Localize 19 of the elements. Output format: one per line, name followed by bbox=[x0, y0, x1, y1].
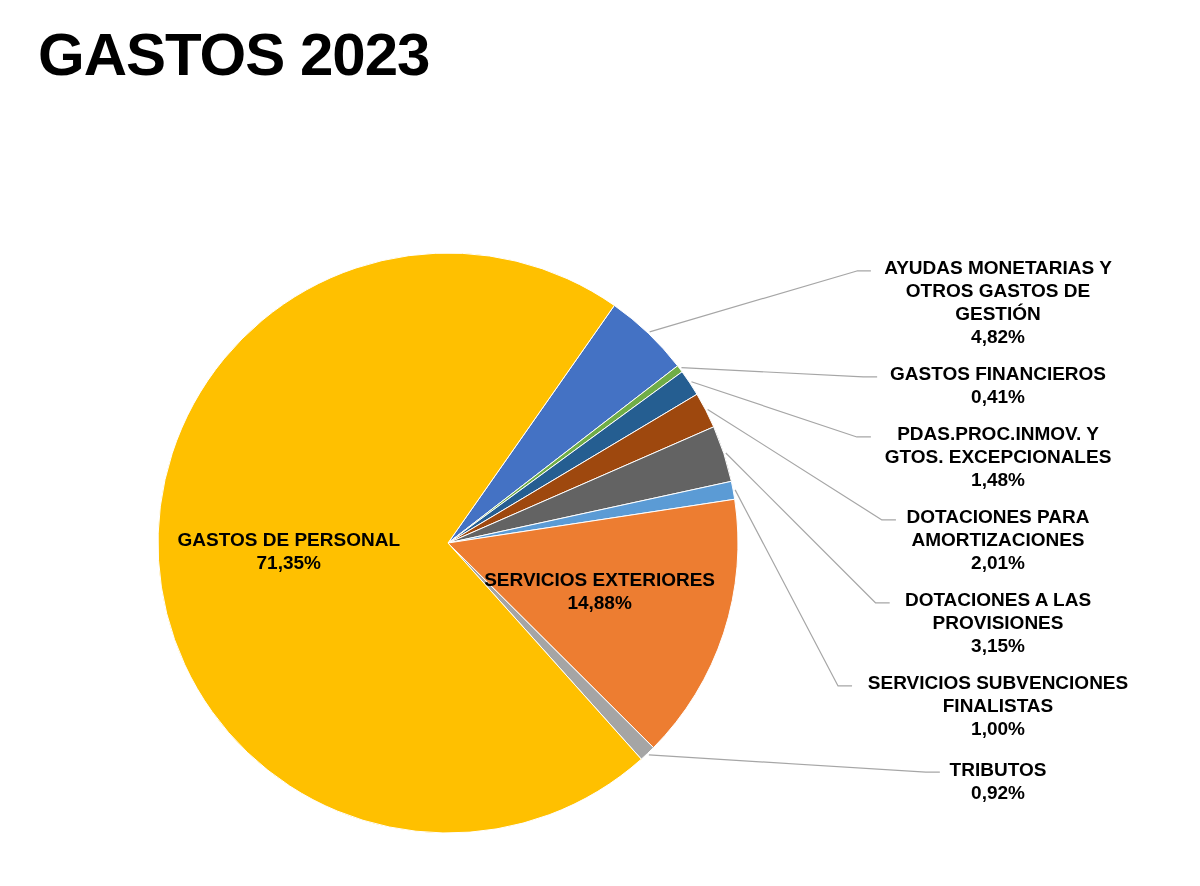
slice-label: DOTACIONES A LAS PROVISIONES bbox=[904, 589, 1092, 634]
slice-label: SERVICIOS EXTERIORES bbox=[484, 568, 716, 590]
slice-label: PDAS.PROC.INMOV. Y GTOS. EXCEPCIONALES bbox=[884, 423, 1112, 468]
slice-label: SERVICIOS SUBVENCIONES FINALISTAS bbox=[867, 672, 1129, 717]
slice-label: TRIBUTOS bbox=[949, 758, 1047, 780]
data-label: 0,41% bbox=[971, 386, 1026, 408]
slice-label: DOTACIONES PARA AMORTIZACIONES bbox=[906, 506, 1090, 551]
data-label: 14,88% bbox=[567, 591, 632, 613]
data-label: 3,15% bbox=[971, 635, 1026, 657]
data-label: 71,35% bbox=[256, 551, 322, 573]
data-label: 1,00% bbox=[971, 718, 1026, 740]
slice-label: GASTOS FINANCIEROS bbox=[889, 363, 1107, 385]
data-label: 2,01% bbox=[971, 552, 1026, 574]
data-label: 1,48% bbox=[971, 469, 1026, 491]
data-label: 4,82% bbox=[971, 326, 1026, 348]
slice-label: AYUDAS MONETARIAS Y OTROS GASTOS DE GESTIÓN bbox=[884, 257, 1113, 325]
slice-label: GASTOS DE PERSONAL bbox=[177, 528, 401, 550]
chart-title: GASTOS 2023 bbox=[38, 21, 430, 88]
data-label: 0,92% bbox=[971, 781, 1026, 803]
